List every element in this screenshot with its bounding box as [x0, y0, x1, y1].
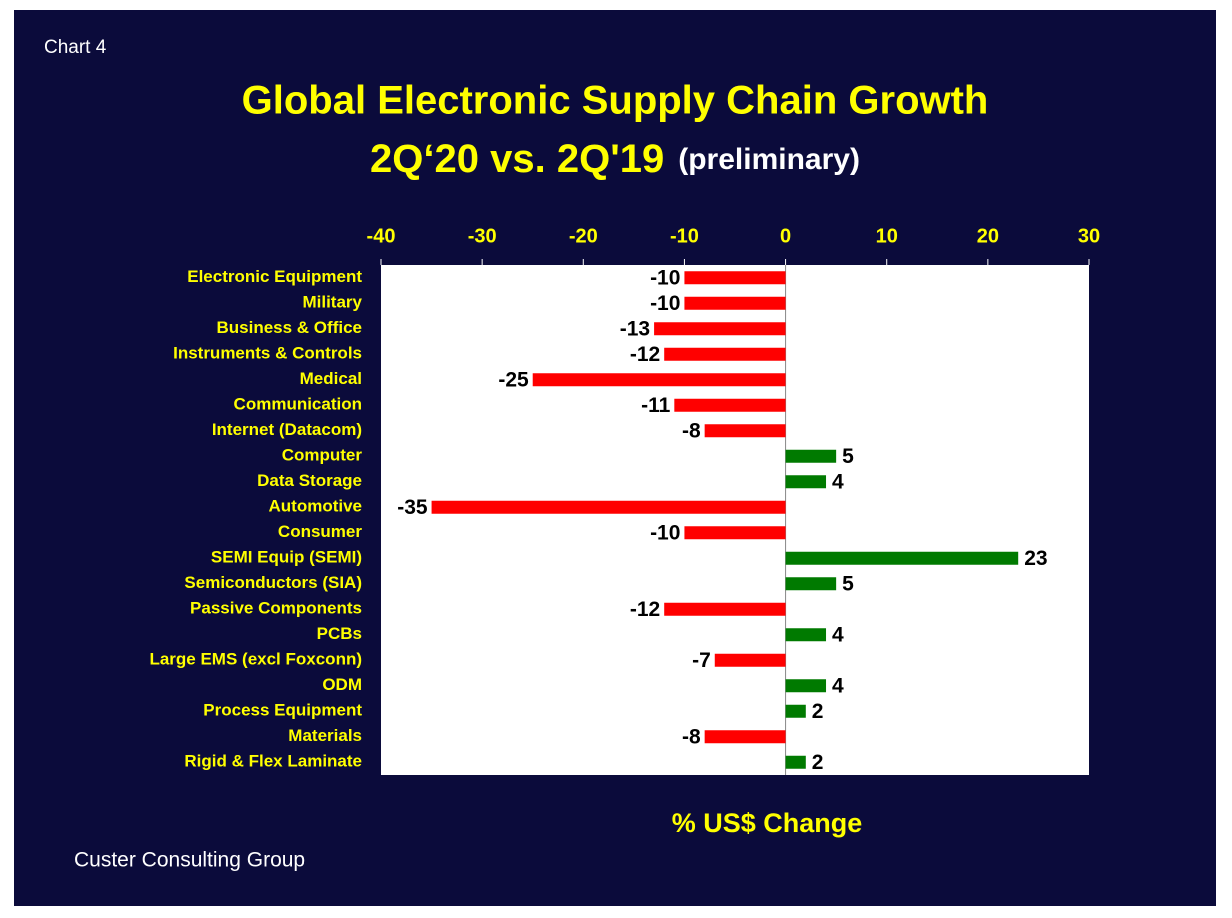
data-label: 2: [812, 700, 824, 723]
bar: [714, 653, 786, 667]
y-tick-label: ODM: [322, 675, 362, 694]
y-tick-label: Communication: [234, 395, 362, 414]
chart-subtitle: (preliminary): [678, 143, 860, 176]
bar: [785, 679, 827, 693]
y-tick-label: Internet (Datacom): [212, 420, 362, 439]
y-tick-label: Business & Office: [217, 318, 363, 337]
bar: [785, 449, 837, 463]
data-label: -10: [650, 292, 680, 315]
bar: [785, 704, 806, 718]
y-tick-label: Process Equipment: [203, 701, 362, 720]
data-label: 4: [832, 470, 844, 493]
x-tick-label: -20: [569, 225, 598, 247]
data-label: 5: [842, 445, 854, 468]
x-tick-label: -40: [367, 225, 396, 247]
bar: [664, 347, 786, 361]
bar: [785, 551, 1019, 565]
x-tick-label: 20: [977, 225, 999, 247]
y-tick-label: Military: [302, 293, 362, 312]
y-tick-label: Passive Components: [190, 599, 362, 618]
bar: [532, 373, 786, 387]
bar: [785, 475, 827, 489]
source: Custer Consulting Group: [74, 849, 305, 872]
data-label: 4: [832, 623, 844, 646]
data-label: -7: [692, 649, 711, 672]
y-tick-label: PCBs: [317, 624, 362, 643]
data-label: -11: [641, 394, 671, 417]
data-label: 23: [1024, 547, 1047, 570]
data-label: 4: [832, 674, 844, 697]
data-label: -8: [682, 725, 701, 748]
data-label: -25: [498, 368, 529, 391]
data-label: -10: [650, 266, 680, 289]
data-label: 5: [842, 572, 854, 595]
x-axis-label: % US$ Change: [672, 808, 863, 838]
y-tick-label: Automotive: [269, 497, 363, 516]
y-tick-label: Computer: [282, 446, 363, 465]
chart-title-line: 2Q‘20 vs. 2Q'19 (preliminary): [370, 137, 860, 181]
data-label: -12: [630, 343, 660, 366]
bar: [684, 271, 786, 285]
y-tick-label: Consumer: [278, 522, 362, 541]
y-tick-label: Data Storage: [257, 471, 362, 490]
x-tick-label: 0: [780, 225, 791, 247]
bar: [704, 424, 786, 438]
data-label: -8: [682, 419, 701, 442]
y-tick-label: Semiconductors (SIA): [184, 573, 362, 592]
data-label: -10: [650, 521, 680, 544]
y-tick-label: Medical: [300, 369, 362, 388]
bar: [785, 628, 827, 642]
data-label: -13: [620, 317, 650, 340]
x-tick-label: -30: [468, 225, 497, 247]
x-tick-label: 30: [1078, 225, 1100, 247]
y-tick-label: Rigid & Flex Laminate: [184, 752, 362, 771]
data-label: 2: [812, 751, 824, 774]
bar: [684, 296, 786, 310]
plot-area: [381, 265, 1089, 775]
chart-label: Chart 4: [44, 37, 107, 58]
data-label: -35: [397, 496, 428, 519]
chart-title: 2Q‘20 vs. 2Q'19: [370, 137, 664, 181]
bar: [654, 322, 786, 336]
bar: [674, 398, 786, 412]
bar: [785, 577, 837, 591]
bar: [684, 526, 786, 540]
y-tick-label: Large EMS (excl Foxconn): [149, 650, 362, 669]
bar: [704, 730, 786, 744]
x-tick-label: -10: [670, 225, 699, 247]
chart-title: Global Electronic Supply Chain Growth: [242, 79, 989, 123]
y-tick-label: Materials: [288, 726, 362, 745]
data-label: -12: [630, 598, 660, 621]
bar: [431, 500, 786, 514]
bar: [664, 602, 786, 616]
x-tick-label: 10: [876, 225, 898, 247]
y-tick-label: Instruments & Controls: [173, 344, 362, 363]
y-tick-label: Electronic Equipment: [187, 267, 362, 286]
y-tick-label: SEMI Equip (SEMI): [211, 548, 362, 567]
bar: [785, 755, 806, 769]
